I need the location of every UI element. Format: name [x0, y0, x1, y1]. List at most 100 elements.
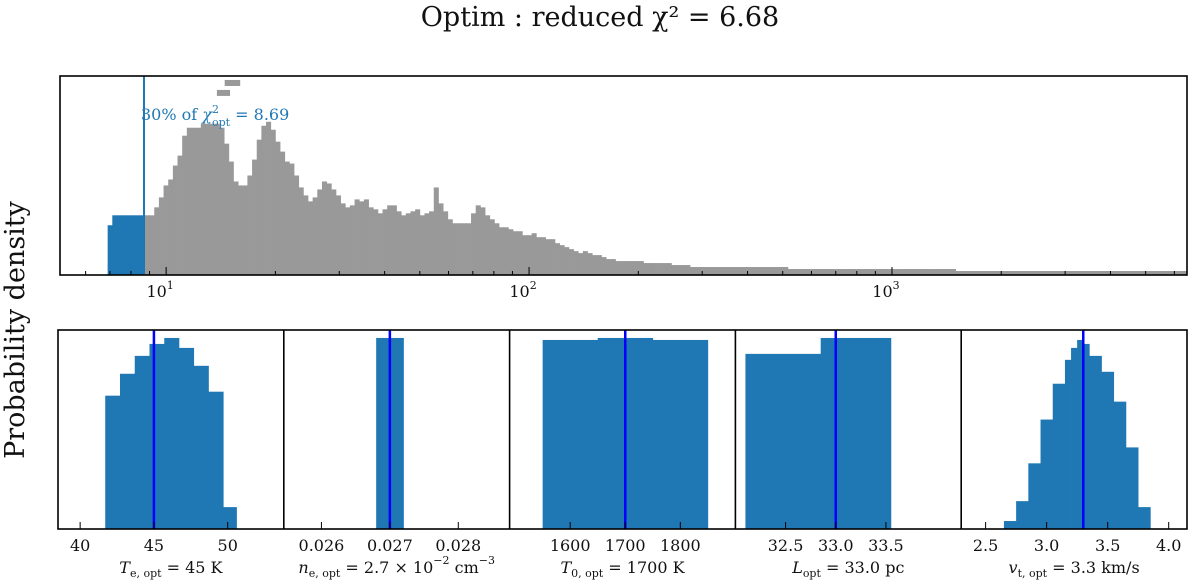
histogram-bar	[164, 337, 180, 529]
histogram-bar	[1025, 271, 1031, 275]
histogram-bar	[1067, 271, 1073, 275]
histogram-bar	[405, 213, 411, 275]
histogram-bar	[387, 205, 393, 275]
histogram-bar	[745, 353, 822, 529]
histogram-bar	[216, 89, 231, 96]
histogram-bar	[745, 267, 751, 275]
histogram-bar	[922, 269, 929, 275]
x-tick-label: 102	[509, 279, 536, 301]
histogram-bar	[452, 223, 458, 275]
histogram-bar	[895, 269, 901, 275]
histogram-bar	[1081, 271, 1087, 275]
histogram-bar	[815, 269, 821, 275]
histogram-bar	[708, 267, 714, 275]
label-part: 0, opt	[571, 567, 604, 580]
histogram-bar	[186, 127, 192, 276]
histogram-bar	[638, 261, 644, 275]
histogram-bar	[1113, 271, 1120, 275]
histogram-bar	[750, 267, 756, 275]
annotation-symbol: χ	[201, 105, 213, 124]
histogram-bar	[312, 197, 318, 275]
histogram-bar	[773, 267, 779, 275]
histogram-bar	[191, 127, 197, 276]
histogram-bar	[489, 219, 495, 275]
histogram-bar	[1064, 359, 1072, 529]
x-axis-label: Lopt = 33.0 pc	[791, 558, 904, 580]
label-part: T	[119, 558, 131, 577]
x-tick-label: 3.5	[1095, 536, 1120, 555]
label-part: = 1700 K	[603, 558, 685, 577]
top-axes-frame	[59, 75, 1188, 276]
histogram-bar	[415, 209, 421, 275]
histogram-bar	[936, 269, 942, 275]
histogram-bar	[270, 129, 276, 275]
histogram-bar	[666, 263, 672, 275]
label-part: = 33.0 pc	[821, 558, 905, 577]
histogram-bar	[208, 391, 224, 529]
x-tick-label: 45	[144, 536, 164, 555]
histogram-bar	[1165, 271, 1171, 275]
histogram-bar	[1118, 271, 1124, 275]
histogram-bar	[899, 269, 905, 275]
histogram-bar	[820, 337, 892, 529]
histogram-bar	[177, 155, 183, 275]
histogram-bar	[587, 253, 593, 275]
histogram-bar	[224, 143, 230, 275]
histogram-bar	[582, 251, 588, 275]
histogram-bar	[778, 267, 784, 275]
x-tick-label: 50	[218, 536, 238, 555]
label-part: n	[298, 558, 308, 577]
histogram-bar	[764, 267, 770, 275]
histogram-bar	[811, 269, 817, 275]
histogram-bar	[806, 269, 812, 275]
histogram-bar	[881, 269, 887, 275]
histogram-bar	[219, 127, 225, 276]
histogram-bar	[447, 219, 453, 275]
histogram-bar	[918, 269, 924, 275]
label-part: T	[560, 558, 572, 577]
histogram-bar	[848, 269, 854, 275]
tick-exponent: 2	[530, 279, 537, 292]
y-axis-label: Probability density	[0, 200, 31, 459]
annotation-sub: opt	[212, 116, 231, 129]
histogram-bar	[498, 227, 505, 275]
histogram-bar	[1155, 271, 1161, 275]
histogram-bar	[978, 271, 984, 275]
histogram-bar	[1034, 271, 1040, 275]
histogram-bar	[829, 269, 835, 275]
x-tick-label: 103	[872, 279, 899, 301]
histogram-bar	[680, 265, 686, 275]
histogram-bar	[377, 213, 383, 275]
x-tick-label: 1800	[660, 536, 701, 555]
histogram-bar	[862, 269, 868, 275]
histogram-bar	[424, 213, 430, 275]
histogram-bar	[158, 197, 164, 275]
histogram-bar	[1040, 419, 1054, 529]
histogram-bar	[727, 267, 733, 275]
histogram-bar	[988, 271, 994, 275]
histogram-bar	[1089, 355, 1102, 529]
histogram-bar	[1071, 347, 1078, 529]
label-part: = 45 K	[162, 558, 224, 577]
histogram-bar	[615, 261, 621, 275]
histogram-bar	[927, 269, 933, 275]
histogram-bar	[433, 187, 439, 275]
histogram-bar	[193, 365, 209, 529]
histogram-bar	[135, 215, 141, 275]
histogram-bar	[601, 257, 607, 275]
histogram-bar	[1109, 271, 1115, 275]
histogram-bar	[676, 265, 682, 275]
histogram-bar	[932, 269, 938, 275]
histogram-bar	[149, 215, 155, 275]
histogram-bar	[1002, 271, 1008, 275]
histogram-bar	[545, 239, 551, 275]
histogram-bar	[1125, 447, 1139, 529]
histogram-bar	[382, 209, 388, 275]
histogram-bar	[522, 235, 528, 275]
histogram-bar	[904, 269, 910, 275]
histogram-bar	[284, 161, 290, 275]
histogram-bar	[494, 223, 500, 275]
